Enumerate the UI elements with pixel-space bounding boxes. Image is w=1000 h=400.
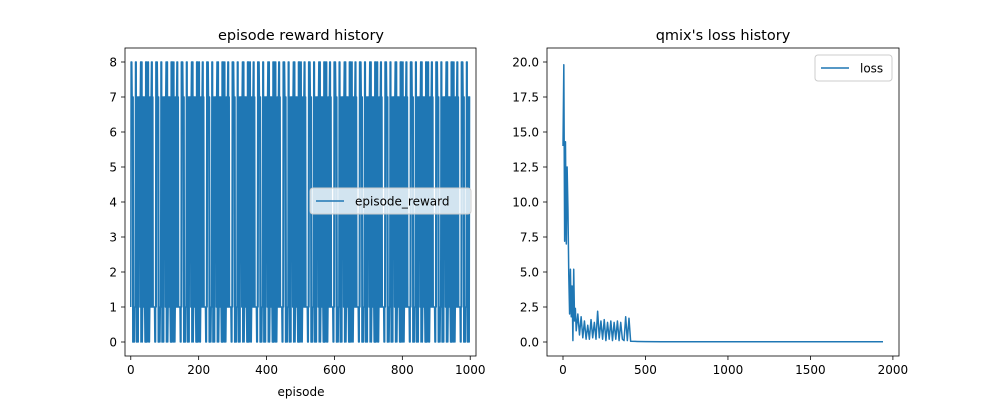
loss-y-tick-label: 20.0 <box>512 56 539 70</box>
reward-x-tick-label: 1000 <box>455 363 486 377</box>
reward-chart: episode reward history 0 200 400 600 800 1000… <box>109 28 485 399</box>
loss-axes-frame <box>546 47 900 357</box>
reward-x-tick-label: 800 <box>391 363 414 377</box>
reward-x-axis-label: episode <box>278 385 325 399</box>
loss-x-tick-label: 1500 <box>795 363 826 377</box>
loss-x-tick-label: 500 <box>634 363 657 377</box>
loss-plot-area <box>562 64 883 343</box>
reward-y-tick-label: 1 <box>109 301 117 315</box>
reward-y-tick-label: 4 <box>109 196 117 210</box>
reward-x-tick-label: 200 <box>187 363 210 377</box>
loss-y-tick-label: 2.5 <box>520 301 539 315</box>
loss-y-tick-label: 5.0 <box>520 266 539 280</box>
loss-legend-box <box>814 54 893 82</box>
reward-x-tick-label: 0 <box>127 363 135 377</box>
reward-series-line <box>130 61 471 343</box>
reward-y-tick-label: 7 <box>109 91 117 105</box>
loss-x-tick-label: 0 <box>559 363 567 377</box>
loss-chart: qmix's loss history 0 500 1000 1500 2000 0.0 2… <box>512 28 908 377</box>
loss-y-tick-label: 15.0 <box>512 126 539 140</box>
loss-y-tick-label: 10.0 <box>512 196 539 210</box>
reward-legend-label: episode_reward <box>355 195 450 209</box>
reward-y-tick-label: 3 <box>109 231 117 245</box>
reward-y-tick-label: 5 <box>109 161 117 175</box>
loss-legend-label: loss <box>860 62 883 76</box>
reward-x-tick-label: 400 <box>255 363 278 377</box>
reward-legend-box <box>309 187 472 215</box>
reward-x-tick-label: 600 <box>323 363 346 377</box>
reward-legend[interactable]: episode_reward <box>309 187 472 215</box>
loss-series-line <box>562 64 883 343</box>
loss-x-tick-label: 1000 <box>713 363 744 377</box>
reward-y-tick-label: 6 <box>109 126 117 140</box>
reward-plot-area <box>130 61 471 343</box>
reward-y-tick-label: 8 <box>109 56 117 70</box>
loss-x-tick-label: 2000 <box>878 363 909 377</box>
reward-ticks: 0 200 400 600 800 1000 0 1 2 3 4 5 6 7 8 <box>109 56 485 378</box>
loss-y-tick-label: 7.5 <box>520 231 539 245</box>
loss-y-tick-label: 17.5 <box>512 91 539 105</box>
loss-chart-title: qmix's loss history <box>656 28 791 44</box>
loss-y-tick-label: 12.5 <box>512 161 539 175</box>
reward-y-tick-label: 2 <box>109 266 117 280</box>
loss-legend[interactable]: loss <box>814 54 893 82</box>
reward-chart-title: episode reward history <box>218 28 384 44</box>
reward-y-tick-label: 0 <box>109 336 117 350</box>
loss-y-tick-label: 0.0 <box>520 336 539 350</box>
loss-ticks: 0 500 1000 1500 2000 0.0 2.5 5.0 7.5 10.0 12.5 15.0… <box>512 56 908 378</box>
